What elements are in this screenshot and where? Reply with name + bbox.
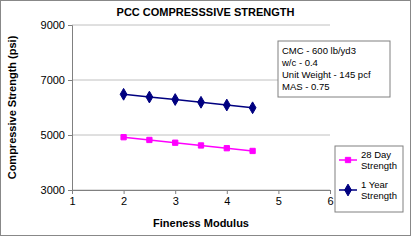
legend-label: 1 YearStrength: [361, 179, 397, 201]
series-marker: [121, 135, 126, 140]
series-marker: [147, 137, 152, 142]
y-tick-label: 3000: [41, 184, 65, 196]
legend-frame: [335, 146, 403, 212]
annotation: Unit Weight - 145 pcf: [282, 69, 371, 80]
grid-line: [72, 25, 330, 26]
x-tick: 1: [69, 190, 75, 207]
grid-line: [72, 135, 330, 136]
y-axis-title: Compressive Strength (psi): [6, 35, 18, 179]
y-tick-label: 9000: [41, 19, 65, 31]
annotation: w/c - 0.4: [281, 57, 318, 68]
legend-label: 28 DayStrength: [361, 149, 397, 171]
y-tick-label: 7000: [41, 74, 65, 86]
x-tick-label: 5: [276, 195, 282, 207]
x-axis-title: Fineness Modulus: [153, 217, 249, 229]
x-tick-label: 6: [327, 195, 333, 207]
x-tick-mark: [278, 190, 279, 194]
legend-marker: [345, 157, 350, 162]
y-axis-line: [68, 26, 73, 191]
x-tick-label: 3: [173, 195, 179, 207]
series-marker: [173, 140, 178, 145]
series-marker: [224, 146, 229, 151]
plot-marks: [120, 88, 256, 153]
legend-marker: [345, 184, 352, 196]
series-marker: [249, 102, 256, 114]
y-tick: 5000: [41, 129, 72, 141]
series-line: [124, 137, 253, 151]
x-tick: 6: [327, 190, 333, 207]
y-tick: 7000: [41, 74, 72, 86]
x-axis-line: [73, 191, 331, 195]
y-tick: 9000: [41, 19, 72, 31]
y-tick-mark: [68, 135, 72, 136]
y-tick-label: 5000: [41, 129, 65, 141]
chart: 1 2 3 4 5 6 3000 5000 7000 9000 PCC COMPRESSSIVE S…: [0, 0, 411, 236]
annotation: CMC - 600 lb/yd3: [282, 45, 356, 56]
x-tick: 5: [276, 190, 282, 207]
y-tick-mark: [68, 25, 72, 26]
y-tick-mark: [68, 80, 72, 81]
x-tick: 3: [173, 190, 179, 207]
x-tick-mark: [175, 190, 176, 194]
series-marker: [198, 96, 205, 108]
x-tick-label: 2: [121, 195, 127, 207]
series-line: [124, 94, 253, 107]
annotation: MAS - 0.75: [282, 81, 330, 92]
y-axis: 3000 5000 7000 9000: [41, 19, 73, 196]
series-marker: [120, 88, 127, 100]
x-tick: 4: [224, 190, 230, 207]
annotation-box: CMC - 600 lb/yd3w/c - 0.4Unit Weight - 1…: [278, 41, 390, 97]
annotation-frame: [278, 41, 390, 97]
title: PCC COMPRESSSIVE STRENGTH: [117, 6, 295, 18]
y-tick: 3000: [41, 184, 72, 196]
x-tick-mark: [227, 190, 228, 194]
y-tick-mark: [68, 190, 72, 191]
x-axis: 1 2 3 4 5 6: [69, 190, 333, 207]
series-marker: [198, 143, 203, 148]
x-tick-label: 4: [224, 195, 230, 207]
series-marker: [146, 91, 153, 103]
chart-border: [1, 1, 411, 236]
x-tick-mark: [124, 190, 125, 194]
legend: 28 DayStrength 1 YearStrength: [335, 146, 403, 212]
x-tick: 2: [121, 190, 127, 207]
x-tick-mark: [330, 190, 331, 194]
x-tick-label: 1: [69, 195, 75, 207]
series-marker: [250, 148, 255, 153]
series-marker: [172, 94, 179, 106]
series-marker: [223, 99, 230, 111]
